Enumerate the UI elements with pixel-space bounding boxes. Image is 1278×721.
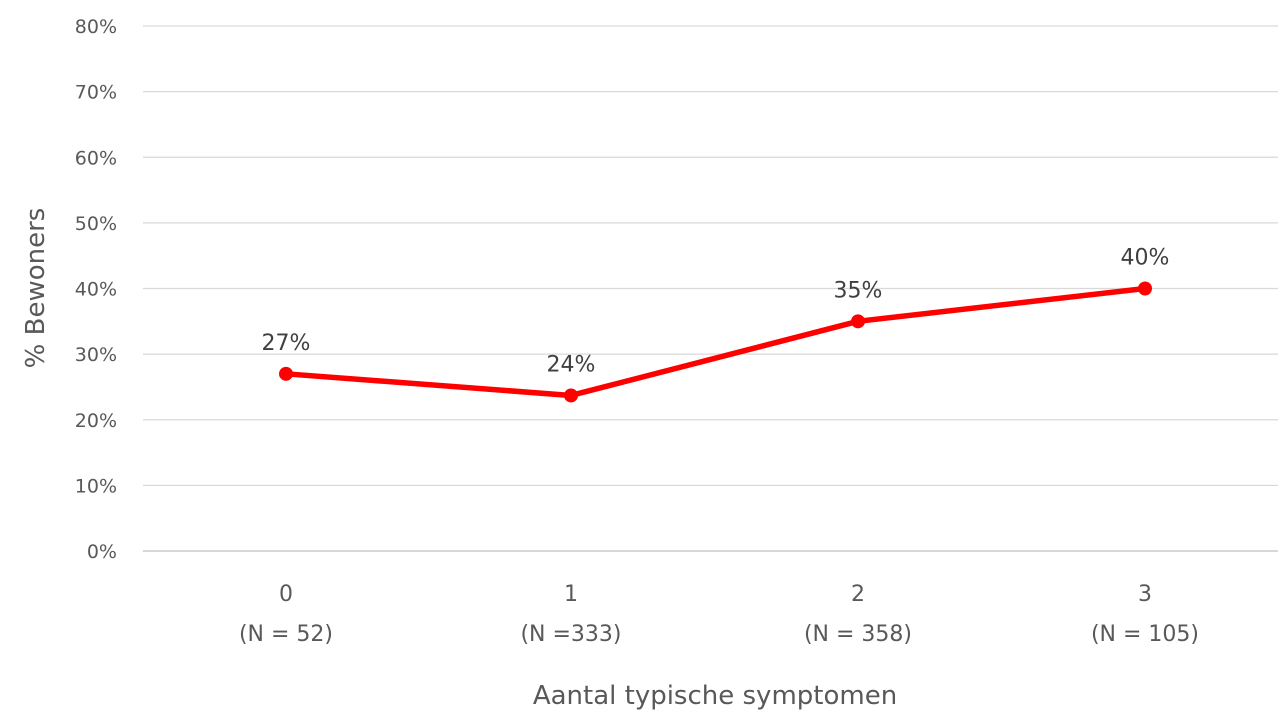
x-tick-label: 2 <box>851 582 865 607</box>
y-tick-label: 10% <box>75 475 117 497</box>
y-tick-label: 60% <box>75 147 117 169</box>
data-point <box>1138 281 1152 296</box>
x-tick-sublabel: (N = 52) <box>239 622 333 647</box>
x-tick-label: 3 <box>1138 582 1152 607</box>
y-axis-ticks: 0% 10% 20% 30% 40% 50% 60% 70% 80% <box>75 16 117 563</box>
x-axis-ticks: 0 (N = 52) 1 (N =333) 2 (N = 358) 3 (N = 105) <box>239 582 1199 647</box>
series-layer <box>279 281 1152 403</box>
y-tick-label: 20% <box>75 410 117 432</box>
x-tick-sublabel: (N = 105) <box>1091 622 1199 647</box>
y-tick-label: 0% <box>87 541 117 563</box>
y-tick-label: 40% <box>75 279 117 301</box>
x-tick-sublabel: (N =333) <box>520 622 621 647</box>
data-label: 27% <box>262 331 311 356</box>
data-point <box>564 388 578 403</box>
data-point <box>279 366 293 381</box>
data-label: 40% <box>1121 246 1170 271</box>
data-label: 24% <box>547 352 596 377</box>
data-labels: 27% 24% 35% 40% <box>262 246 1170 378</box>
data-label: 35% <box>834 278 883 303</box>
y-tick-label: 70% <box>75 82 117 104</box>
y-tick-label: 50% <box>75 213 117 235</box>
x-tick-label: 1 <box>564 582 578 607</box>
y-tick-label: 30% <box>75 344 117 366</box>
y-tick-label: 80% <box>75 16 117 38</box>
x-axis-title: Aantal typische symptomen <box>533 681 897 711</box>
data-point <box>851 314 865 329</box>
y-axis-title: % Bewoners <box>21 208 51 369</box>
x-tick-sublabel: (N = 358) <box>804 622 912 647</box>
gridlines <box>143 25 1278 552</box>
series-line <box>283 285 1148 399</box>
x-tick-label: 0 <box>279 582 293 607</box>
